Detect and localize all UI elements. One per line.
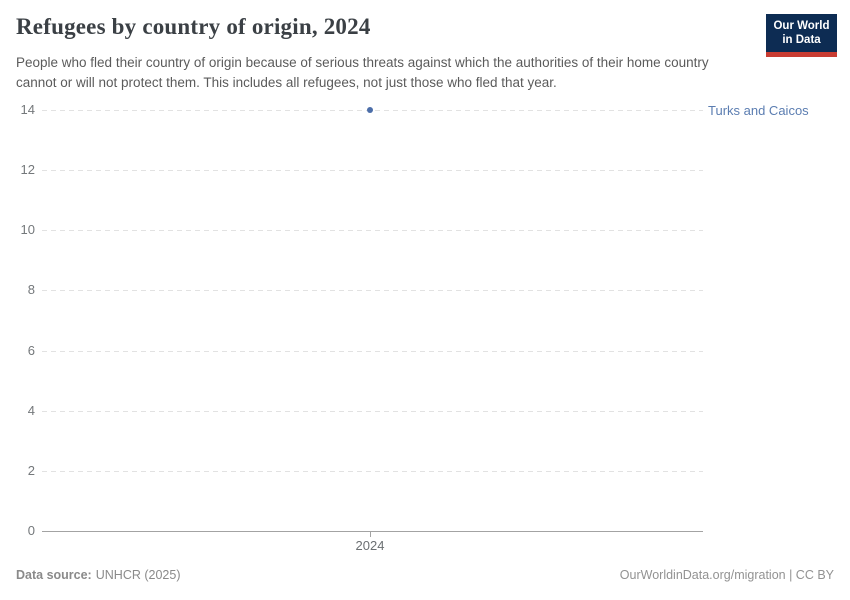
footer-license-link[interactable]: OurWorldinData.org/migration | CC BY bbox=[619, 568, 834, 582]
chart-subtitle: People who fled their country of origin … bbox=[16, 55, 709, 90]
y-axis-tick-label-0: 0 bbox=[27, 523, 35, 538]
y-axis-tick-label-2: 2 bbox=[27, 462, 35, 478]
owid-logo-text: Our World in Data bbox=[766, 14, 837, 52]
chart-footer: Data source: UNHCR (2025) OurWorldinData.… bbox=[16, 568, 834, 582]
gridline-y-2 bbox=[42, 470, 703, 472]
gridline-y-8 bbox=[42, 290, 703, 292]
entity-label-turks-and-caicos[interactable]: Turks and Caicos bbox=[708, 103, 809, 118]
owid-logo-line2: in Data bbox=[782, 34, 821, 46]
x-axis-line bbox=[42, 531, 703, 532]
y-axis-tick-label-14: 14 bbox=[20, 102, 35, 117]
y-axis-tick-label-6: 6 bbox=[27, 342, 35, 358]
y-axis-tick-label-4: 4 bbox=[27, 402, 35, 418]
data-source-label: Data source: bbox=[16, 568, 92, 582]
y-axis-tick-label-8: 8 bbox=[27, 282, 35, 298]
gridline-y-10 bbox=[42, 230, 703, 232]
gridline-y-6 bbox=[42, 350, 703, 352]
owid-logo-line1: Our World bbox=[773, 20, 830, 32]
data-source-value: UNHCR (2025) bbox=[95, 568, 181, 582]
data-point-turks-and-caicos[interactable] bbox=[367, 107, 373, 113]
gridline-y-4 bbox=[42, 410, 703, 412]
owid-logo-red-bar bbox=[766, 52, 837, 57]
x-axis-tick-label: 2024 bbox=[355, 538, 385, 553]
y-axis-tick-label-10: 10 bbox=[20, 222, 35, 238]
gridline-y-12 bbox=[42, 170, 703, 172]
x-axis-tick-mark bbox=[370, 531, 371, 537]
chart-title: Refugees by country of origin, 2024 bbox=[16, 14, 371, 39]
data-source-note: Data source: UNHCR (2025) bbox=[16, 568, 180, 582]
y-axis-tick-label-12: 12 bbox=[20, 162, 35, 178]
owid-logo: Our World in Data bbox=[766, 14, 837, 57]
